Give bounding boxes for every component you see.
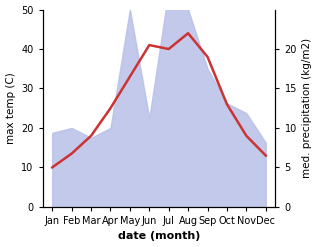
Y-axis label: max temp (C): max temp (C) bbox=[5, 72, 16, 144]
Y-axis label: med. precipitation (kg/m2): med. precipitation (kg/m2) bbox=[302, 38, 313, 178]
X-axis label: date (month): date (month) bbox=[118, 231, 200, 242]
